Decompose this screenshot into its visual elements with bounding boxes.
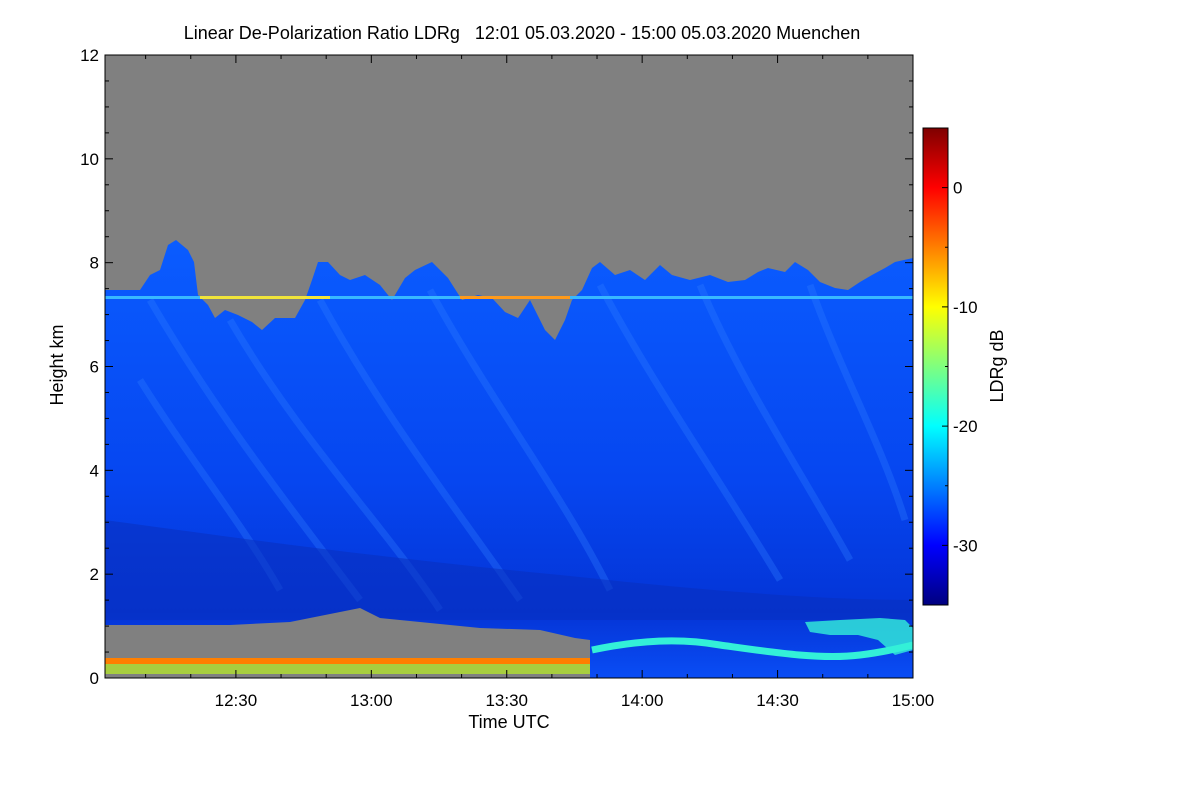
cloud-top-layer-hot <box>460 296 570 299</box>
near-ground-noise <box>105 664 590 674</box>
colorbar-tick-label: -30 <box>953 536 978 555</box>
near-ground-layer <box>105 658 590 664</box>
colorbar-ticks: 0 -10 -20 -30 <box>942 127 978 606</box>
plot-area <box>104 54 914 679</box>
y-tick-label: 6 <box>90 358 99 377</box>
y-tick-label: 8 <box>90 254 99 273</box>
x-tick-label: 14:00 <box>621 691 664 710</box>
y-axis: 0 2 4 6 8 10 12 <box>80 46 913 688</box>
x-axis-label: Time UTC <box>468 712 549 732</box>
y-axis-label: Height km <box>47 324 67 405</box>
boundary-layer-band <box>591 637 913 661</box>
colorbar-tick-label: 0 <box>953 179 962 198</box>
y-tick-label: 4 <box>90 461 99 480</box>
x-tick-label: 15:00 <box>892 691 935 710</box>
y-tick-label: 2 <box>90 565 99 584</box>
y-tick-label: 10 <box>80 150 99 169</box>
y-tick-label: 0 <box>90 669 99 688</box>
colorbar-label: LDRg dB <box>987 329 1007 402</box>
colorbar-tick-label: -10 <box>953 298 978 317</box>
boundary-layer-upper <box>805 618 913 655</box>
x-tick-label: 14:30 <box>756 691 799 710</box>
cloud-top-layer-hot <box>200 296 330 299</box>
colorbar: 0 -10 -20 -30 LDRg dB <box>922 127 1007 606</box>
colorbar-tick-label: -20 <box>953 417 978 436</box>
ice-fall-streaks <box>137 283 909 612</box>
colorbar-gradient <box>922 127 949 606</box>
x-tick-label: 13:00 <box>350 691 393 710</box>
lower-dark-layer <box>105 520 913 620</box>
x-tick-label: 13:30 <box>485 691 528 710</box>
y-tick-label: 12 <box>80 46 99 65</box>
chart-title: Linear De-Polarization Ratio LDRg 12:01 … <box>184 23 860 43</box>
x-tick-label: 12:30 <box>215 691 258 710</box>
x-axis: 12:30 13:00 13:30 14:00 14:30 15:00 <box>145 55 935 710</box>
